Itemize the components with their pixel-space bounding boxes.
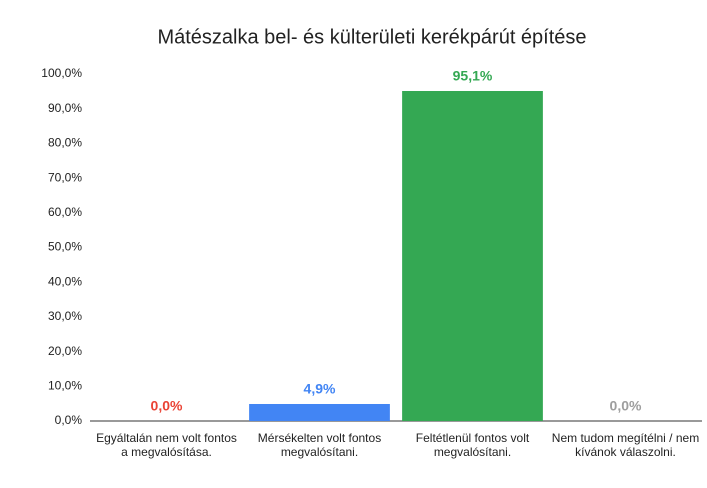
y-tick-label: 80,0%: [48, 136, 82, 150]
y-tick-label: 10,0%: [48, 378, 82, 392]
bar: [249, 403, 390, 421]
y-tick-label: 90,0%: [48, 101, 82, 115]
value-label: 0,0%: [151, 398, 183, 414]
x-tick-label: Feltétlenül fontos volt megvalósítani.: [415, 431, 530, 459]
y-tick-label: 70,0%: [48, 170, 82, 184]
y-tick-label: 100,0%: [41, 66, 82, 80]
y-tick-label: 40,0%: [48, 274, 82, 288]
x-tick-label: Mérsékelten volt fontos megvalósítani.: [257, 431, 382, 459]
y-tick-label: 50,0%: [48, 240, 82, 254]
y-tick-label: 20,0%: [48, 344, 82, 358]
value-label: 0,0%: [610, 398, 642, 414]
x-tick-label: Egyáltalán nem volt fontos a megvalósítá…: [96, 431, 237, 459]
x-tick-label: Nem tudom megítélni / nem kívánok válasz…: [551, 431, 700, 459]
y-tick-label: 30,0%: [48, 309, 82, 323]
y-tick-label: 60,0%: [48, 205, 82, 219]
value-label: 4,9%: [304, 381, 336, 397]
y-tick-label: 0,0%: [55, 413, 83, 427]
chart-title: Mátészalka bel- és külterületi kerékpárú…: [157, 26, 586, 48]
bar: [402, 91, 543, 422]
value-label: 95,1%: [453, 68, 493, 84]
